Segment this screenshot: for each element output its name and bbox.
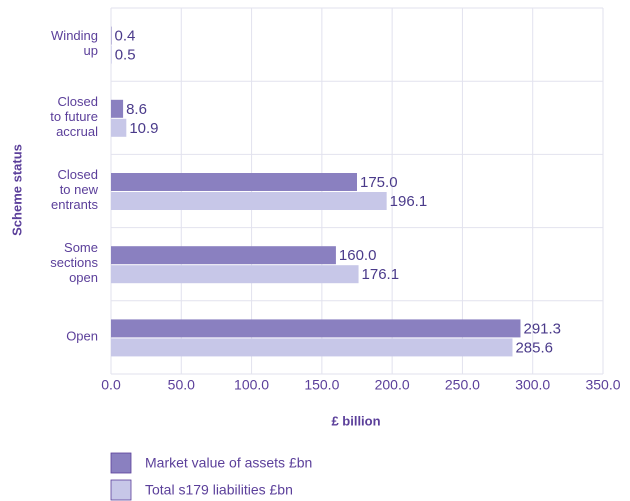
bar — [111, 192, 387, 210]
value-label: 176.1 — [362, 266, 400, 283]
y-tick-label-line: sections — [50, 256, 98, 271]
y-tick-label-line: Winding — [51, 29, 98, 44]
bar — [111, 319, 521, 338]
x-tick-label: 350.0 — [585, 377, 620, 393]
y-tick-label-line: Closed — [58, 167, 98, 182]
bar — [111, 265, 359, 284]
y-tick-label: Open — [66, 329, 98, 344]
value-label: 10.9 — [129, 120, 158, 137]
x-tick-label: 0.0 — [101, 377, 121, 393]
y-tick-label-line: up — [84, 44, 98, 59]
bar — [111, 45, 112, 64]
value-label: 291.3 — [523, 320, 561, 337]
x-tick-label: 200.0 — [375, 377, 410, 393]
y-tick-label-line: entrants — [51, 197, 98, 212]
y-tick-label-line: to future — [50, 109, 98, 124]
legend-swatch — [110, 479, 132, 501]
y-tick-label: Some sections open — [50, 241, 98, 286]
y-tick-label-line: open — [69, 271, 98, 286]
x-tick-label: 100.0 — [234, 377, 269, 393]
value-label: 8.6 — [126, 101, 147, 118]
x-tick-label: 300.0 — [515, 377, 550, 393]
value-label: 196.1 — [390, 193, 428, 210]
value-label: 285.6 — [515, 339, 553, 356]
x-tick-label: 150.0 — [304, 377, 339, 393]
bar — [111, 99, 124, 118]
y-tick-label-line: to new — [60, 182, 99, 197]
x-axis-label: £ billion — [331, 413, 380, 428]
value-label: 175.0 — [360, 174, 398, 191]
bar — [111, 26, 112, 45]
legend-label: Total s179 liabilities £bn — [145, 482, 293, 498]
y-axis-label: Scheme status — [9, 144, 24, 236]
y-tick-label-line: Closed — [58, 94, 98, 109]
legend-label: Market value of assets £bn — [145, 455, 312, 471]
bar — [111, 118, 127, 137]
y-tick-label-line: Some — [64, 241, 98, 256]
y-tick-label-line: accrual — [56, 124, 98, 139]
legend-swatch — [110, 452, 132, 474]
bar — [111, 173, 357, 191]
y-tick-label: Closed to future accrual — [50, 94, 98, 139]
y-tick-label-line: Open — [66, 329, 98, 344]
value-label: 0.4 — [115, 28, 136, 45]
bar — [111, 338, 513, 357]
value-label: 160.0 — [339, 247, 377, 264]
y-tick-label: Winding up — [51, 29, 98, 59]
bar — [111, 246, 336, 265]
x-tick-label: 50.0 — [168, 377, 195, 393]
y-tick-label: Closed to new entrants — [51, 167, 99, 212]
value-label: 0.5 — [115, 47, 136, 64]
x-tick-label: 250.0 — [445, 377, 480, 393]
